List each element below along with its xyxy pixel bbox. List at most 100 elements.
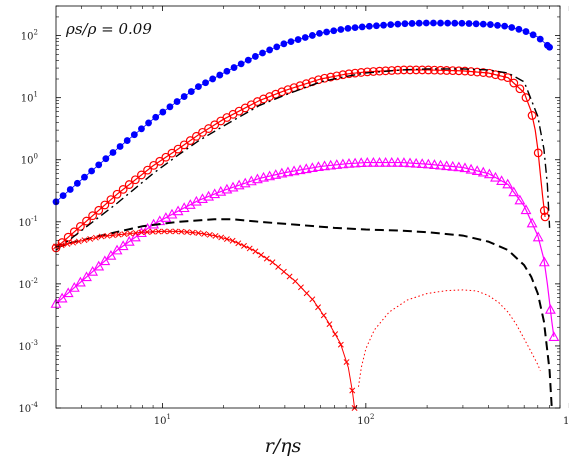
data-point [527, 111, 537, 120]
data-point [343, 157, 355, 168]
data-point [59, 192, 67, 200]
data-point [283, 85, 293, 95]
data-point [514, 194, 526, 205]
data-point [331, 159, 343, 169]
data-point [323, 28, 331, 36]
series-6 [357, 289, 541, 387]
data-point [155, 228, 162, 235]
data-point [143, 165, 152, 175]
data-point [380, 156, 392, 167]
data-point [361, 156, 373, 167]
data-point [410, 157, 422, 168]
data-point [546, 43, 553, 51]
data-point [204, 124, 213, 133]
data-point [496, 175, 508, 185]
data-point [459, 162, 471, 173]
data-point [64, 241, 71, 247]
data-point [263, 255, 270, 262]
data-point [316, 29, 323, 37]
data-point [198, 127, 207, 137]
data-point [369, 67, 378, 76]
data-point [265, 92, 275, 101]
data-point [437, 19, 444, 27]
data-point [288, 165, 300, 176]
data-point [58, 242, 65, 249]
data-point [149, 228, 156, 235]
data-point [76, 222, 85, 231]
data-point [273, 43, 281, 51]
data-point [167, 148, 177, 158]
data-point [338, 70, 348, 80]
data-point [184, 229, 190, 236]
data-point [173, 98, 181, 105]
data-point [503, 73, 513, 82]
data-point [74, 276, 86, 287]
data-point [398, 157, 410, 167]
data-point [472, 20, 480, 28]
data-point [251, 53, 259, 60]
data-point [540, 212, 550, 222]
data-point [124, 180, 134, 189]
data-point [180, 93, 188, 100]
data-point [326, 72, 336, 82]
data-point [337, 158, 349, 169]
data-point [509, 78, 519, 88]
data-point [235, 240, 242, 247]
data-point [73, 179, 81, 187]
data-point [191, 131, 201, 141]
data-point [447, 160, 459, 171]
data-point [195, 230, 202, 236]
data-point [132, 229, 139, 236]
data-point [319, 160, 331, 171]
data-point [292, 278, 299, 285]
data-point [81, 271, 92, 282]
data-point [155, 156, 165, 166]
data-point [522, 28, 530, 35]
data-point [287, 38, 295, 46]
data-point [436, 65, 445, 75]
data-point [189, 229, 196, 236]
data-point [416, 158, 428, 168]
data-point [387, 21, 395, 29]
data-point [309, 296, 316, 303]
data-point [223, 67, 231, 75]
data-point [466, 67, 476, 76]
data-point [94, 205, 104, 215]
data-point [484, 68, 494, 78]
data-point [145, 119, 152, 127]
data-point [344, 69, 354, 79]
data-point [286, 273, 293, 280]
data-point [152, 113, 160, 121]
data-point [259, 49, 266, 57]
data-point [258, 252, 265, 258]
data-point [422, 158, 434, 169]
data-point [330, 27, 338, 35]
data-point [56, 292, 68, 303]
data-point [479, 20, 487, 28]
data-point [161, 152, 171, 162]
data-point [173, 144, 183, 154]
data-point [314, 75, 323, 85]
data-point [454, 66, 464, 76]
data-point [185, 136, 195, 145]
data-point [102, 155, 110, 163]
series-line [357, 289, 541, 387]
data-point [529, 31, 537, 39]
data-point [325, 159, 337, 170]
data-point [82, 216, 91, 226]
data-point [429, 159, 440, 169]
data-point [75, 238, 82, 245]
data-point [448, 66, 458, 76]
x-axis-label: r/ηs [265, 435, 302, 457]
data-point [520, 204, 532, 215]
data-point [326, 321, 333, 328]
series-line [55, 218, 553, 409]
data-point [533, 148, 543, 158]
data-point [138, 125, 145, 133]
data-point [178, 228, 185, 235]
data-point [532, 231, 544, 242]
data-point [229, 237, 236, 244]
data-point [435, 159, 446, 170]
data-point [264, 170, 276, 181]
data-point [244, 56, 252, 64]
